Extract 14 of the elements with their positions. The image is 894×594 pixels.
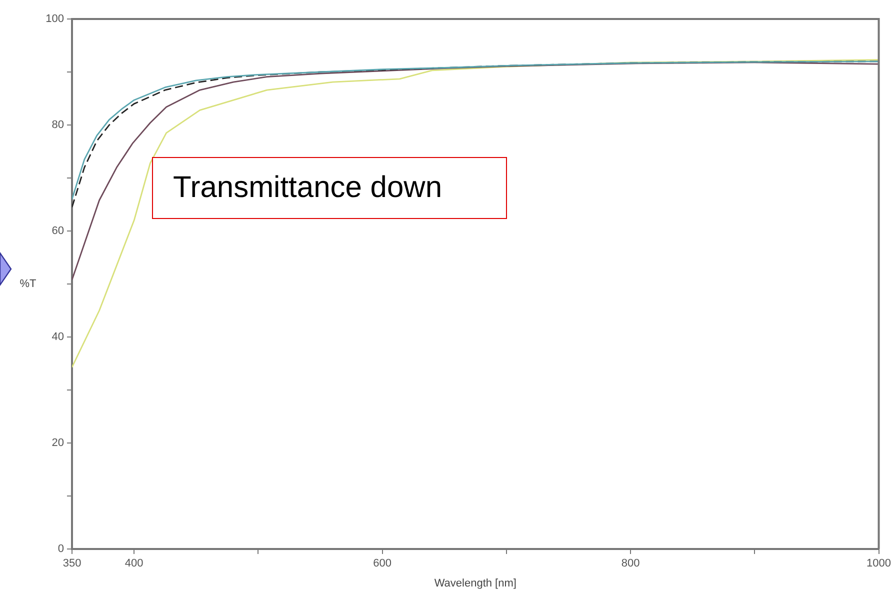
y-tick-label: 40 xyxy=(52,331,64,344)
y-axis-title: %T xyxy=(20,278,37,290)
y-tick-label: 0 xyxy=(58,543,64,556)
y-tick-label: 80 xyxy=(52,119,64,132)
x-tick-label: 600 xyxy=(373,558,392,570)
y-tick-label: 20 xyxy=(52,437,64,450)
x-tick-label: 1000 xyxy=(866,558,892,570)
x-tick-label: 350 xyxy=(62,558,82,570)
x-tick-label: 800 xyxy=(621,558,640,570)
x-tick-label: 400 xyxy=(124,558,144,570)
annotation: Transmittance down xyxy=(152,157,507,219)
y-tick-label: 100 xyxy=(46,13,64,26)
x-axis-title: Wavelength [nm] xyxy=(434,577,516,590)
y-tick-label: 60 xyxy=(52,225,64,238)
